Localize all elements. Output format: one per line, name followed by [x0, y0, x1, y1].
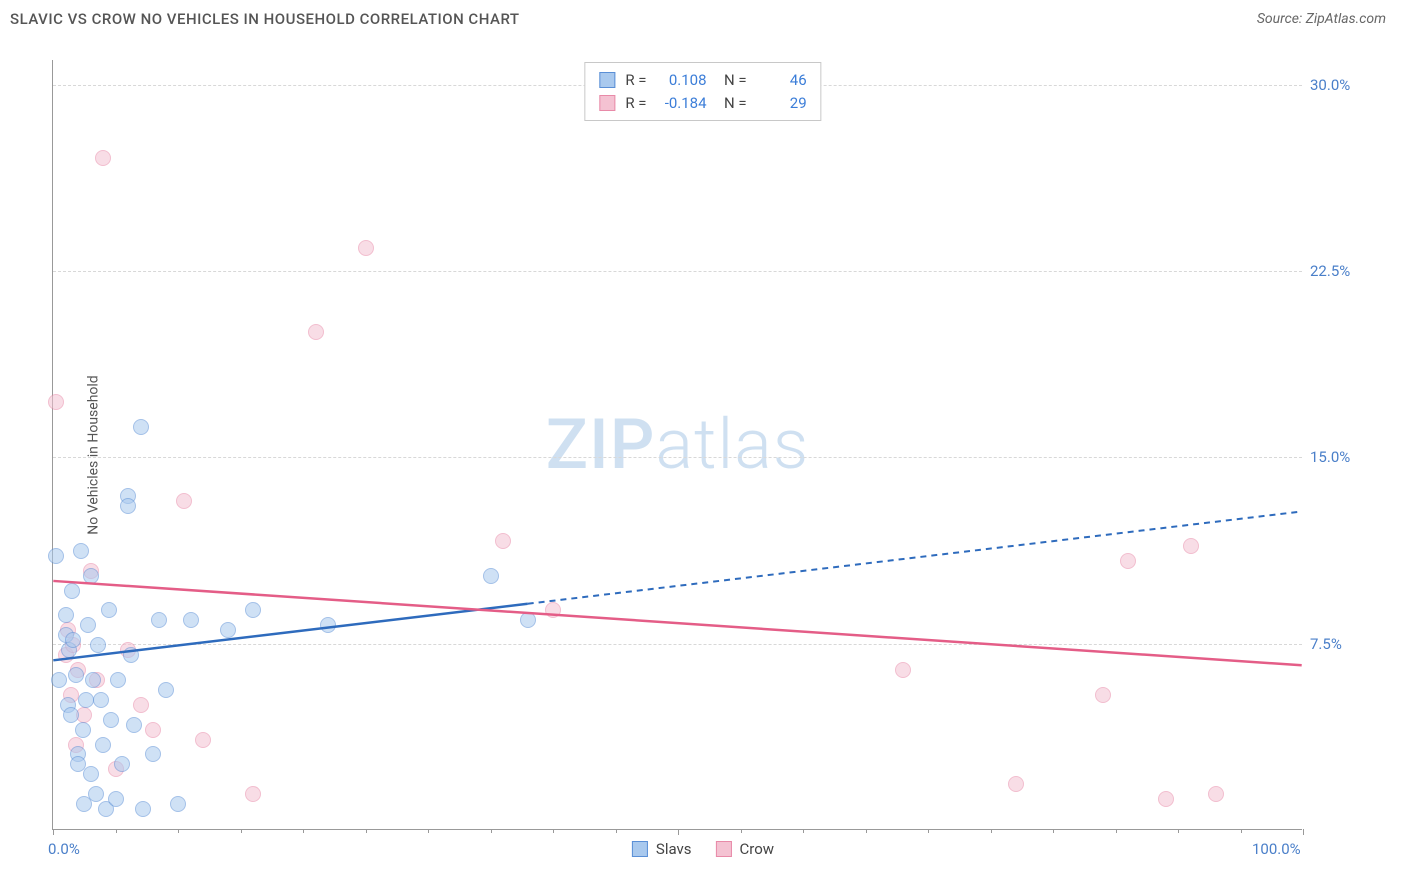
marker-slavs [114, 756, 130, 772]
marker-slavs [75, 722, 91, 738]
watermark: ZIPatlas [546, 404, 810, 486]
marker-crow [358, 240, 374, 256]
chart-title: SLAVIC VS CROW NO VEHICLES IN HOUSEHOLD … [10, 10, 520, 28]
marker-slavs [90, 637, 106, 653]
marker-slavs [320, 617, 336, 633]
marker-crow [245, 786, 261, 802]
legend-item-crow: Crow [716, 840, 775, 858]
marker-slavs [183, 612, 199, 628]
marker-slavs [135, 801, 151, 817]
marker-slavs [108, 791, 124, 807]
marker-crow [95, 150, 111, 166]
marker-slavs [158, 682, 174, 698]
y-tick-label: 15.0% [1310, 448, 1350, 466]
marker-crow [133, 697, 149, 713]
x-axis-min: 0.0% [48, 840, 80, 858]
marker-slavs [64, 583, 80, 599]
marker-slavs [151, 612, 167, 628]
marker-slavs [520, 612, 536, 628]
marker-slavs [68, 667, 84, 683]
marker-crow [1208, 786, 1224, 802]
marker-crow [176, 493, 192, 509]
marker-slavs [120, 498, 136, 514]
marker-slavs [95, 737, 111, 753]
marker-crow [545, 602, 561, 618]
y-tick-label: 22.5% [1310, 262, 1350, 280]
marker-crow [195, 732, 211, 748]
legend-item-slavs: Slavs [632, 840, 692, 858]
marker-slavs [126, 717, 142, 733]
marker-slavs [58, 607, 74, 623]
marker-crow [495, 533, 511, 549]
marker-slavs [78, 692, 94, 708]
marker-slavs [123, 647, 139, 663]
trendlines [53, 60, 1302, 829]
marker-crow [1095, 687, 1111, 703]
source-label: Source: ZipAtlas.com [1257, 11, 1386, 27]
marker-slavs [220, 622, 236, 638]
legend-row-crow: R = -0.184 N = 29 [599, 92, 806, 115]
marker-crow [76, 707, 92, 723]
legend-series: Slavs Crow [632, 840, 774, 858]
marker-crow [145, 722, 161, 738]
chart: No Vehicles in Household ZIPatlas R = 0.… [10, 40, 1396, 870]
marker-crow [1008, 776, 1024, 792]
marker-slavs [83, 766, 99, 782]
marker-slavs [63, 707, 79, 723]
marker-slavs [170, 796, 186, 812]
marker-slavs [88, 786, 104, 802]
marker-slavs [73, 543, 89, 559]
marker-slavs [51, 672, 67, 688]
marker-crow [48, 394, 64, 410]
legend-row-slavs: R = 0.108 N = 46 [599, 69, 806, 92]
marker-slavs [245, 602, 261, 618]
marker-slavs [145, 746, 161, 762]
marker-crow [1158, 791, 1174, 807]
marker-slavs [133, 419, 149, 435]
marker-slavs [83, 568, 99, 584]
marker-crow [1120, 553, 1136, 569]
plot-area: ZIPatlas [52, 60, 1302, 830]
marker-slavs [103, 712, 119, 728]
marker-crow [895, 662, 911, 678]
marker-slavs [110, 672, 126, 688]
y-tick-label: 30.0% [1310, 76, 1350, 94]
marker-slavs [48, 548, 64, 564]
legend-correlation: R = 0.108 N = 46 R = -0.184 N = 29 [584, 62, 821, 121]
marker-slavs [483, 568, 499, 584]
marker-crow [308, 324, 324, 340]
marker-slavs [80, 617, 96, 633]
x-axis-max: 100.0% [1252, 840, 1301, 858]
y-tick-label: 7.5% [1310, 635, 1342, 653]
marker-slavs [85, 672, 101, 688]
marker-slavs [93, 692, 109, 708]
marker-crow [1183, 538, 1199, 554]
marker-slavs [65, 632, 81, 648]
marker-slavs [101, 602, 117, 618]
